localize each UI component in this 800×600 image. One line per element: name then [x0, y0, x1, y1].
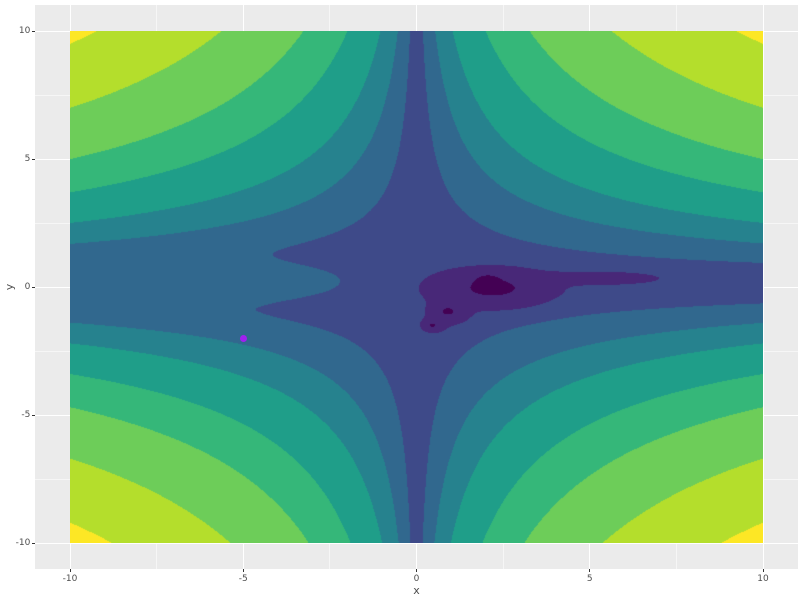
- y-tick-label: -5: [21, 410, 31, 420]
- x-tick-mark: [416, 568, 417, 572]
- data-point-marker: [239, 334, 247, 342]
- y-tick-mark: [32, 158, 36, 160]
- x-tick-label: 10: [757, 573, 769, 584]
- x-tick-label: -5: [238, 573, 248, 584]
- y-axis-title: y: [3, 283, 16, 291]
- y-tick-label: 0: [24, 282, 31, 292]
- y-tick-mark: [32, 286, 36, 288]
- y-tick-label: -10: [15, 538, 31, 548]
- y-tick-mark: [32, 542, 36, 544]
- x-tick-mark: [69, 568, 71, 572]
- x-tick-mark: [762, 568, 764, 572]
- y-tick-label: 10: [18, 26, 31, 36]
- major-gridline: [35, 542, 798, 544]
- x-axis-title: x: [413, 583, 420, 597]
- x-tick-mark: [589, 568, 591, 572]
- contour-plot-canvas: [70, 31, 763, 543]
- x-tick-label: 5: [586, 573, 593, 584]
- y-tick-mark: [32, 414, 36, 416]
- x-tick-mark: [242, 568, 244, 572]
- y-tick-mark: [32, 30, 36, 32]
- y-tick-label: 5: [24, 154, 31, 164]
- x-tick-label: -10: [62, 573, 78, 584]
- x-tick-label: 0: [413, 573, 420, 584]
